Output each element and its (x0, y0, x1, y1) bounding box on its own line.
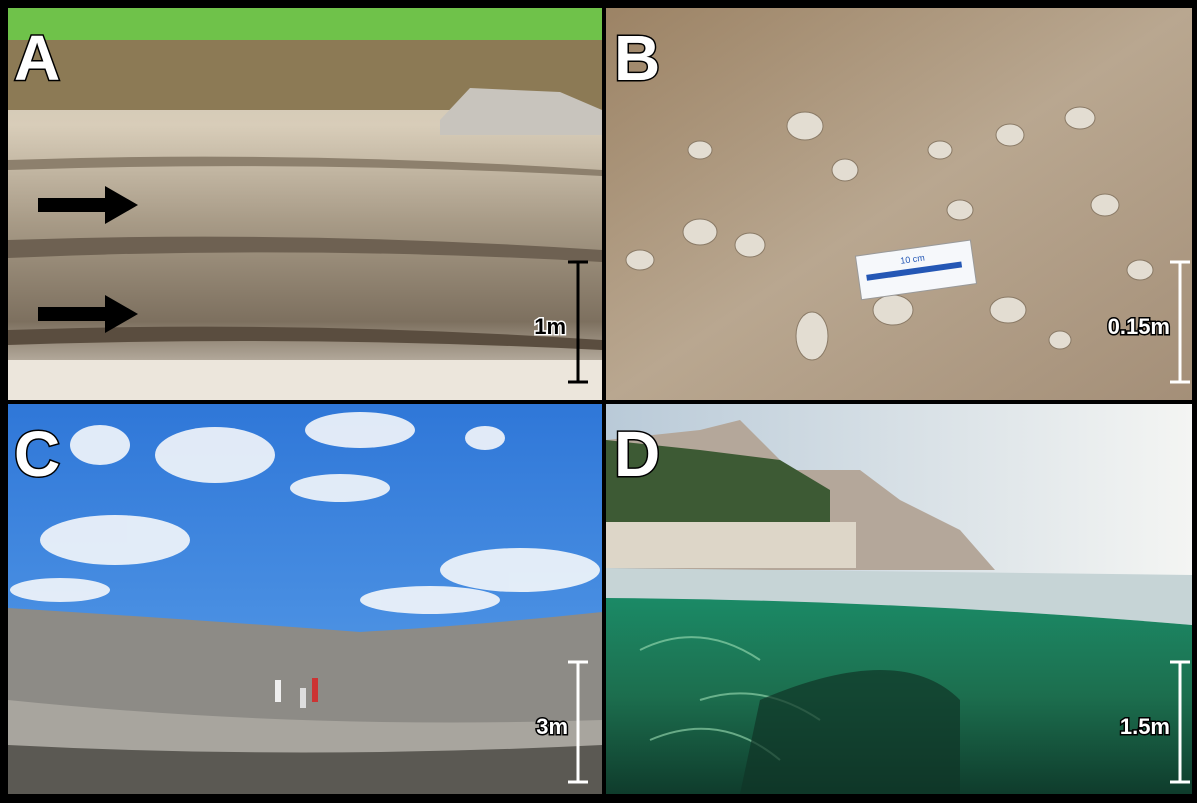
scale-label: 3m (536, 714, 568, 739)
scale-label: 0.15m (1108, 314, 1170, 339)
panel-label: A (14, 22, 60, 94)
panel-label: C (14, 418, 60, 490)
panel-a (8, 8, 602, 400)
panel-d (606, 404, 1192, 794)
card-text: 10 cm (900, 253, 926, 266)
scale-label: 1.5m (1120, 714, 1170, 739)
panel-b: 10 cm (606, 8, 1192, 400)
panel-label: B (614, 22, 660, 94)
panel-label: D (614, 418, 660, 490)
scale-bars (568, 260, 1190, 784)
panel-c (8, 404, 602, 794)
scale-label: 1m (534, 314, 566, 339)
